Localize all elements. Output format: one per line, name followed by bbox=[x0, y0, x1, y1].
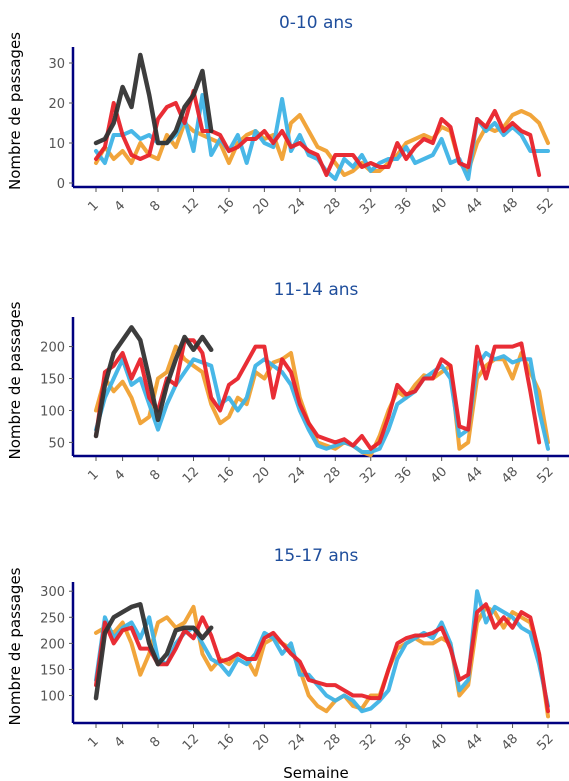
x-tick-label: 8 bbox=[147, 734, 163, 750]
y-tick-label: 100 bbox=[40, 690, 65, 705]
x-tick-label: 32 bbox=[357, 195, 379, 217]
x-tick-label: 28 bbox=[322, 464, 344, 486]
x-tick-label: 32 bbox=[357, 464, 379, 486]
x-tick-label: 48 bbox=[499, 464, 521, 486]
x-tick-label: 16 bbox=[215, 195, 237, 217]
x-tick-label: 44 bbox=[463, 195, 485, 217]
y-tick-label: 250 bbox=[40, 611, 65, 626]
x-tick-label: 48 bbox=[499, 195, 521, 217]
x-tick-label: 16 bbox=[215, 464, 237, 486]
x-tick-label: 24 bbox=[286, 464, 308, 486]
x-tick-label: 1 bbox=[85, 467, 101, 483]
x-tick-label: 20 bbox=[251, 731, 273, 753]
y-tick-label: 30 bbox=[48, 57, 65, 72]
y-tick-label: 200 bbox=[40, 341, 65, 356]
panel-title: 0-10 ans bbox=[279, 13, 353, 33]
x-tick-label: 4 bbox=[112, 198, 128, 214]
y-tick-label: 150 bbox=[40, 373, 65, 388]
x-tick-label: 20 bbox=[251, 195, 273, 217]
x-tick-label: 44 bbox=[463, 464, 485, 486]
panel-title: 15-17 ans bbox=[274, 546, 359, 566]
x-tick-label: 12 bbox=[180, 195, 202, 217]
x-tick-label: 28 bbox=[322, 731, 344, 753]
y-axis-title: Nombre de passages bbox=[6, 301, 24, 459]
x-tick-label: 28 bbox=[322, 195, 344, 217]
y-tick-label: 300 bbox=[40, 585, 65, 600]
x-tick-label: 1 bbox=[85, 198, 101, 214]
x-tick-label: 36 bbox=[393, 464, 415, 486]
y-axis-title: Nombre de passages bbox=[6, 32, 24, 190]
x-axis-title: Semaine bbox=[283, 764, 348, 781]
series-line-4 bbox=[93, 325, 214, 439]
x-tick-label: 4 bbox=[112, 734, 128, 750]
y-tick-label: 200 bbox=[40, 637, 65, 652]
x-tick-label: 8 bbox=[147, 467, 163, 483]
x-tick-label: 40 bbox=[428, 464, 450, 486]
x-tick-label: 16 bbox=[215, 731, 237, 753]
x-tick-label: 4 bbox=[112, 467, 128, 483]
y-tick-label: 150 bbox=[40, 663, 65, 678]
y-tick-label: 100 bbox=[40, 404, 65, 419]
series-line-3 bbox=[94, 89, 542, 177]
x-tick-label: 48 bbox=[499, 731, 521, 753]
x-tick-label: 20 bbox=[251, 464, 273, 486]
x-tick-label: 1 bbox=[85, 734, 101, 750]
x-tick-label: 12 bbox=[180, 731, 202, 753]
x-tick-label: 24 bbox=[286, 195, 308, 217]
panel-title: 11-14 ans bbox=[274, 280, 359, 300]
y-tick-label: 0 bbox=[57, 177, 65, 192]
x-tick-label: 12 bbox=[180, 464, 202, 486]
x-tick-label: 40 bbox=[428, 731, 450, 753]
x-tick-label: 8 bbox=[147, 198, 163, 214]
series-line-4 bbox=[93, 602, 214, 701]
x-tick-label: 44 bbox=[463, 731, 485, 753]
y-tick-label: 50 bbox=[48, 436, 65, 451]
series-line-3 bbox=[94, 602, 550, 714]
x-tick-label: 40 bbox=[428, 195, 450, 217]
x-tick-label: 52 bbox=[534, 464, 556, 486]
y-tick-label: 20 bbox=[48, 97, 65, 112]
y-axis-title: Nombre de passages bbox=[6, 567, 24, 725]
y-tick-label: 10 bbox=[48, 137, 65, 152]
x-tick-label: 52 bbox=[534, 731, 556, 753]
x-tick-label: 24 bbox=[286, 731, 308, 753]
x-tick-label: 36 bbox=[393, 731, 415, 753]
x-tick-label: 32 bbox=[357, 731, 379, 753]
series-line-4 bbox=[93, 52, 214, 146]
x-tick-label: 52 bbox=[534, 195, 556, 217]
x-tick-label: 36 bbox=[393, 195, 415, 217]
